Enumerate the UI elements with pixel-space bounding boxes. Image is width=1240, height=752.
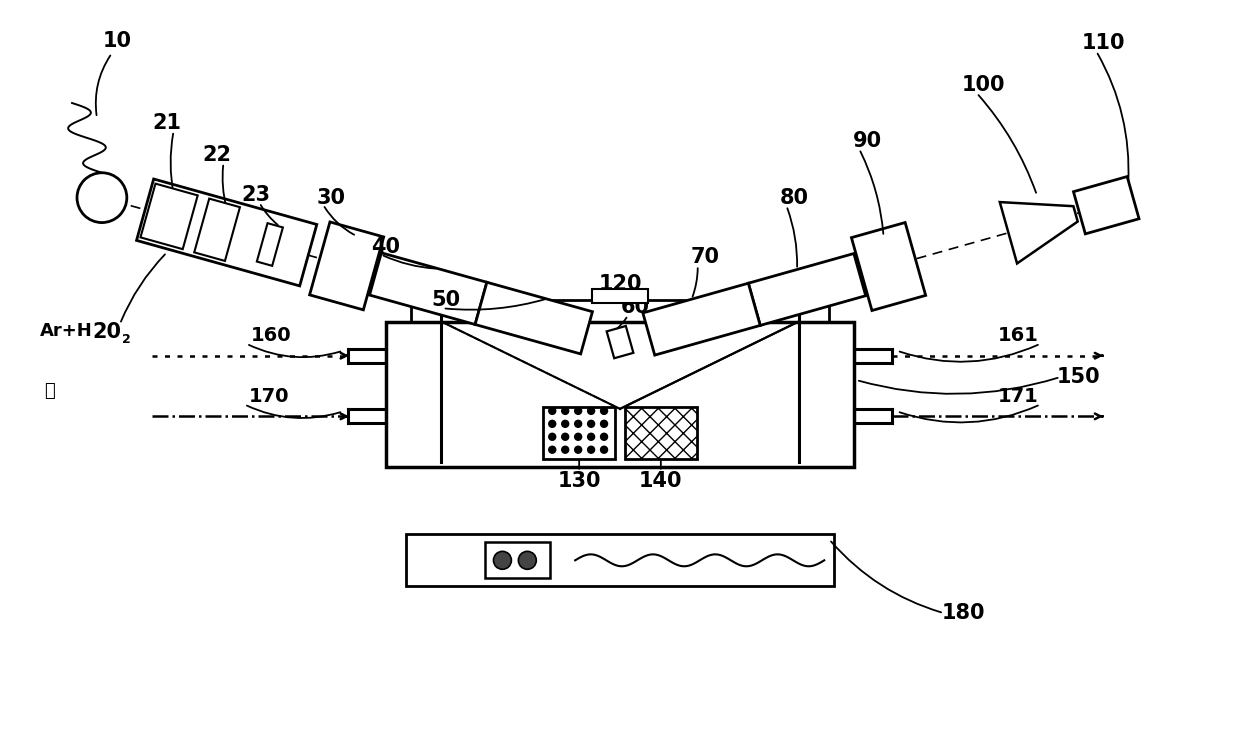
Polygon shape <box>642 284 760 355</box>
Circle shape <box>494 551 511 569</box>
Text: 21: 21 <box>153 113 181 133</box>
Circle shape <box>588 408 595 414</box>
Text: 50: 50 <box>432 290 460 311</box>
Polygon shape <box>852 223 926 311</box>
Text: 80: 80 <box>780 188 808 208</box>
Polygon shape <box>140 183 197 249</box>
Polygon shape <box>310 222 383 310</box>
Circle shape <box>600 408 608 414</box>
Text: 10: 10 <box>103 32 131 51</box>
Circle shape <box>574 433 582 440</box>
Text: 90: 90 <box>853 131 882 151</box>
Circle shape <box>562 408 569 414</box>
Circle shape <box>588 446 595 453</box>
Circle shape <box>549 420 556 427</box>
Circle shape <box>562 420 569 427</box>
Circle shape <box>549 433 556 440</box>
Polygon shape <box>749 253 866 326</box>
Polygon shape <box>606 326 634 358</box>
Text: 130: 130 <box>558 471 601 490</box>
Text: 161: 161 <box>998 326 1039 345</box>
Text: 140: 140 <box>639 471 682 490</box>
Polygon shape <box>475 282 593 354</box>
Bar <box>593 290 647 303</box>
Text: 30: 30 <box>316 188 346 208</box>
Text: 23: 23 <box>242 185 270 205</box>
Polygon shape <box>999 202 1078 263</box>
Circle shape <box>549 446 556 453</box>
Text: 180: 180 <box>942 603 986 623</box>
Polygon shape <box>257 223 283 265</box>
Circle shape <box>77 173 126 223</box>
Polygon shape <box>195 199 239 261</box>
Bar <box>440 322 800 405</box>
Circle shape <box>562 433 569 440</box>
Text: 100: 100 <box>962 75 1006 95</box>
Text: 110: 110 <box>1081 33 1125 53</box>
Circle shape <box>574 420 582 427</box>
Text: 150: 150 <box>1056 367 1100 387</box>
Bar <box>486 542 551 578</box>
Circle shape <box>562 446 569 453</box>
Text: 22: 22 <box>202 145 231 165</box>
Text: 20: 20 <box>93 322 122 342</box>
Circle shape <box>549 408 556 414</box>
Bar <box>386 322 854 467</box>
Polygon shape <box>1074 177 1140 234</box>
Text: 70: 70 <box>691 247 719 268</box>
Bar <box>543 407 615 459</box>
Circle shape <box>600 433 608 440</box>
Circle shape <box>600 420 608 427</box>
Circle shape <box>588 420 595 427</box>
Circle shape <box>518 551 537 569</box>
Text: Ar+H: Ar+H <box>40 322 93 340</box>
Text: 120: 120 <box>598 274 642 294</box>
Text: 170: 170 <box>249 387 290 406</box>
Circle shape <box>574 446 582 453</box>
Bar <box>625 407 697 459</box>
Polygon shape <box>370 253 487 324</box>
Text: 160: 160 <box>250 326 291 345</box>
Text: 水: 水 <box>45 383 55 400</box>
Text: 60: 60 <box>620 297 650 317</box>
Circle shape <box>588 433 595 440</box>
Text: 2: 2 <box>122 332 130 346</box>
Bar <box>405 535 835 587</box>
Polygon shape <box>136 179 316 286</box>
Text: 171: 171 <box>998 387 1039 406</box>
Text: 40: 40 <box>371 238 401 257</box>
Circle shape <box>600 446 608 453</box>
Circle shape <box>574 408 582 414</box>
